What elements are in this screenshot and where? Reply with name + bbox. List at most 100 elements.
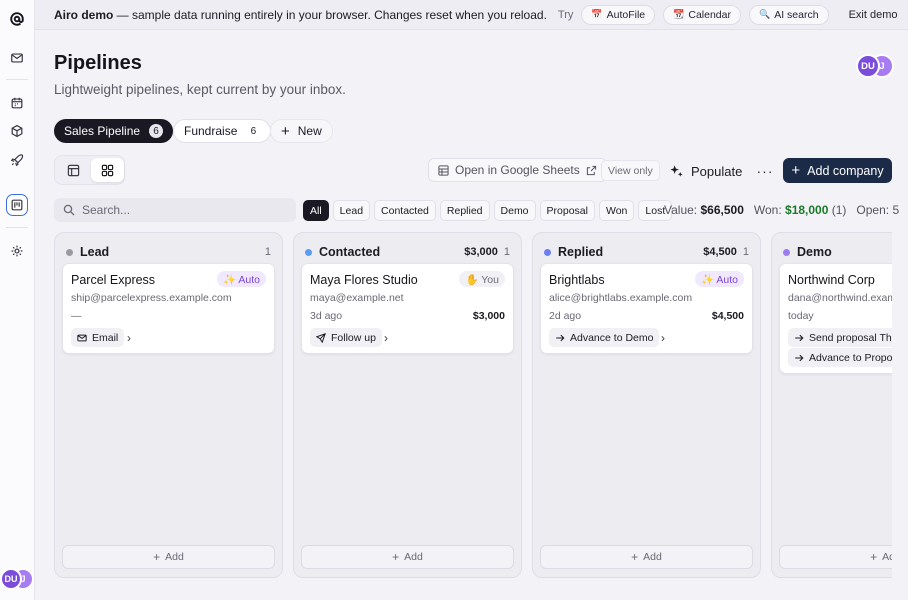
add-card-button[interactable]: +Add: [62, 545, 275, 569]
deal-card[interactable]: Parcel Express ✨ Auto ship@parcelexpress…: [62, 263, 275, 354]
avatar: DU: [0, 568, 22, 590]
advance-to-proposal-button[interactable]: Advance to Proposal: [788, 348, 892, 367]
sparkle-icon: [670, 164, 683, 177]
card-last-activity: 3d ago: [310, 310, 343, 322]
view-only-badge: View only: [601, 160, 660, 181]
auto-tag: ✨ Auto: [216, 271, 266, 287]
filter-contacted[interactable]: Contacted: [374, 200, 436, 221]
filter-all[interactable]: All: [303, 200, 329, 221]
column-demo: Demo Northwind Corp dana@northwind.examp…: [771, 232, 892, 578]
sidebar-divider: [6, 79, 28, 80]
email-action-button[interactable]: Email: [71, 328, 125, 347]
column-count: 1: [503, 246, 510, 258]
column-count: 1: [264, 246, 271, 258]
send-proposal-action-button[interactable]: Send proposal Thursday: [788, 328, 892, 347]
kanban-board: Lead 1 Parcel Express ✨ Auto ship@parcel…: [54, 232, 892, 580]
search-input[interactable]: [82, 203, 282, 217]
box-icon[interactable]: [6, 120, 28, 142]
mail-icon[interactable]: [6, 47, 28, 69]
open-google-sheets-button[interactable]: Open in Google Sheets: [428, 158, 607, 182]
pipelines-nav-icon[interactable]: [6, 194, 28, 216]
card-email: alice@brightlabs.example.com: [549, 292, 693, 304]
avatar: DU: [856, 54, 880, 78]
deal-card[interactable]: Brightlabs ✨ Auto alice@brightlabs.examp…: [540, 263, 753, 354]
column-header: Lead 1: [66, 245, 271, 259]
card-amount: $4,500: [711, 310, 744, 322]
add-company-button[interactable]: + Add company: [783, 158, 892, 183]
you-tag: ✋ You: [459, 271, 505, 287]
card-company-name: Brightlabs: [549, 273, 605, 287]
calendar-icon: 📅: [591, 9, 603, 19]
filter-lead[interactable]: Lead: [332, 200, 371, 221]
calendar-chip[interactable]: 📆 Calendar: [663, 4, 741, 25]
demo-banner: Airo demo — sample data running entirely…: [35, 0, 908, 30]
column-contacted: Contacted $3,000 1 Maya Flores Studio ✋ …: [293, 232, 522, 578]
exit-demo-button[interactable]: Exit demo: [848, 8, 898, 21]
card-last-activity: 2d ago: [549, 310, 582, 322]
ai-search-chip[interactable]: 🔍 AI search: [749, 4, 829, 25]
chevron-right-icon[interactable]: ›: [384, 330, 388, 345]
add-card-button[interactable]: +Add: [301, 545, 514, 569]
stage-dot: [783, 248, 790, 256]
card-last-activity: today: [788, 310, 814, 322]
deal-card[interactable]: Northwind Corp dana@northwind.example.co…: [779, 263, 892, 374]
chevron-right-icon[interactable]: ›: [661, 330, 665, 345]
stage-dot: [305, 248, 312, 256]
board-view-button[interactable]: [91, 158, 124, 182]
app-logo-icon[interactable]: [6, 8, 28, 30]
more-options-button[interactable]: ···: [756, 163, 774, 179]
follow-up-action-button[interactable]: Follow up: [310, 328, 382, 347]
filter-lost[interactable]: Lost: [638, 200, 673, 221]
card-email: ship@parcelexpress.example.com: [71, 292, 232, 304]
header-avatars[interactable]: DU J: [856, 54, 894, 78]
count-badge: 6: [149, 124, 164, 138]
won-stat: Won: $18,000 (1): [753, 203, 847, 217]
pipeline-stats: Value: $66,500 Won: $18,000 (1) Open: 5: [664, 203, 908, 217]
deal-card[interactable]: Maya Flores Studio ✋ You maya@example.ne…: [301, 263, 514, 354]
user-avatar[interactable]: DU J: [0, 568, 34, 590]
send-icon: [316, 332, 326, 343]
calendar-icon: 📆: [673, 9, 685, 19]
autofile-chip[interactable]: 📅 AutoFile: [581, 4, 656, 25]
sidebar: DU J: [0, 0, 35, 600]
filter-proposal[interactable]: Proposal: [539, 200, 595, 221]
add-card-button[interactable]: +Add: [779, 545, 892, 569]
rocket-icon[interactable]: [6, 149, 28, 171]
search-box: [54, 198, 296, 222]
column-total: $3,000: [464, 246, 498, 258]
chevron-right-icon[interactable]: ›: [127, 330, 131, 345]
search-icon: 🔍: [759, 9, 771, 19]
filter-demo[interactable]: Demo: [493, 200, 536, 221]
plus-icon: +: [870, 550, 878, 564]
tab-fundraise[interactable]: Fundraise 6: [173, 119, 272, 143]
add-card-button[interactable]: +Add: [540, 545, 753, 569]
calendar-icon[interactable]: [6, 92, 28, 114]
new-pipeline-button[interactable]: + New: [270, 119, 333, 143]
arrow-right-icon: [795, 334, 804, 341]
column-lead: Lead 1 Parcel Express ✨ Auto ship@parcel…: [54, 232, 283, 578]
tab-sales-pipeline[interactable]: Sales Pipeline 6: [54, 119, 174, 143]
column-header: Replied $4,500 1: [544, 245, 749, 259]
column-count: 1: [742, 246, 749, 258]
value-stat: Value: $66,500: [664, 203, 744, 217]
column-header: Demo: [783, 245, 892, 259]
column-replied: Replied $4,500 1 Brightlabs ✨ Auto alice…: [532, 232, 761, 578]
gear-icon[interactable]: [6, 240, 28, 262]
column-total: $4,500: [703, 246, 737, 258]
mail-icon: [77, 334, 87, 341]
grid-icon: [101, 164, 114, 176]
advance-to-demo-button[interactable]: Advance to Demo: [549, 328, 660, 347]
plus-icon: +: [631, 550, 639, 564]
populate-button[interactable]: Populate: [669, 159, 742, 183]
search-icon: [63, 204, 75, 216]
filter-won[interactable]: Won: [598, 200, 635, 221]
page-subtitle: Lightweight pipelines, kept current by y…: [54, 82, 346, 97]
arrow-right-icon: [556, 334, 565, 341]
count-badge: 6: [250, 125, 257, 137]
plus-icon: +: [153, 550, 161, 564]
sidebar-divider: [6, 227, 28, 228]
banner-message: Airo demo — sample data running entirely…: [54, 7, 547, 22]
table-view-button[interactable]: [57, 158, 90, 182]
card-email: dana@northwind.example.com: [788, 292, 892, 304]
filter-replied[interactable]: Replied: [439, 200, 490, 221]
